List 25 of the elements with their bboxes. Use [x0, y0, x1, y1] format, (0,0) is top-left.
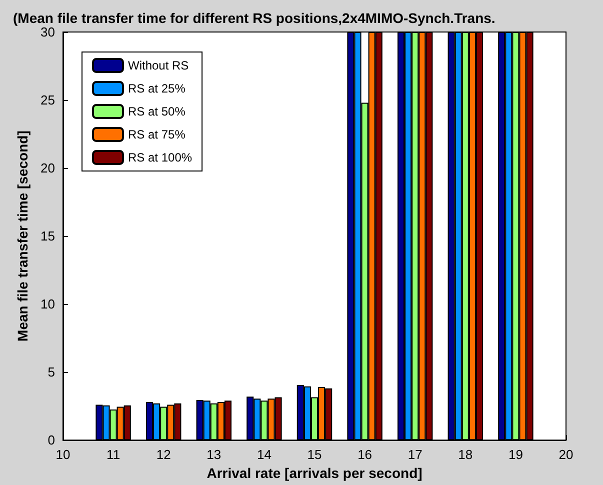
y-tick-label: 20	[40, 160, 55, 176]
x-tick-label: 14	[256, 447, 272, 462]
legend-label: RS at 100%	[128, 150, 192, 164]
y-tick-label: 15	[40, 228, 55, 244]
x-tick-label: 13	[206, 447, 222, 462]
x-tick-label: 17	[408, 447, 422, 462]
x-tick-label: 20	[558, 447, 574, 462]
legend-label: RS at 50%	[128, 104, 186, 118]
legend-label: RS at 75%	[128, 128, 186, 142]
x-tick-label: 19	[508, 447, 523, 462]
legend-label: RS at 25%	[128, 82, 186, 96]
x-tick-label: 16	[358, 447, 372, 462]
y-tick-label: 10	[40, 296, 55, 312]
x-tick-label: 18	[458, 447, 473, 462]
y-axis-title: Mean file transfer time [second]	[14, 130, 31, 342]
y-tick-label: 25	[40, 92, 55, 108]
x-tick-label: 15	[307, 447, 322, 462]
x-axis-title: Arrival rate [arrivals per second]	[206, 465, 422, 481]
y-tick-label: 5	[48, 364, 55, 380]
chart-title: (Mean file transfer time for different RS positions,2x4MIMO-Synch.Trans.	[13, 10, 496, 26]
y-tick-label: 0	[48, 432, 55, 448]
y-tick-label: 30	[40, 24, 55, 40]
x-tick-label: 12	[156, 447, 171, 462]
legend-label: Without RS	[128, 58, 189, 72]
x-tick-label: 11	[106, 447, 120, 462]
